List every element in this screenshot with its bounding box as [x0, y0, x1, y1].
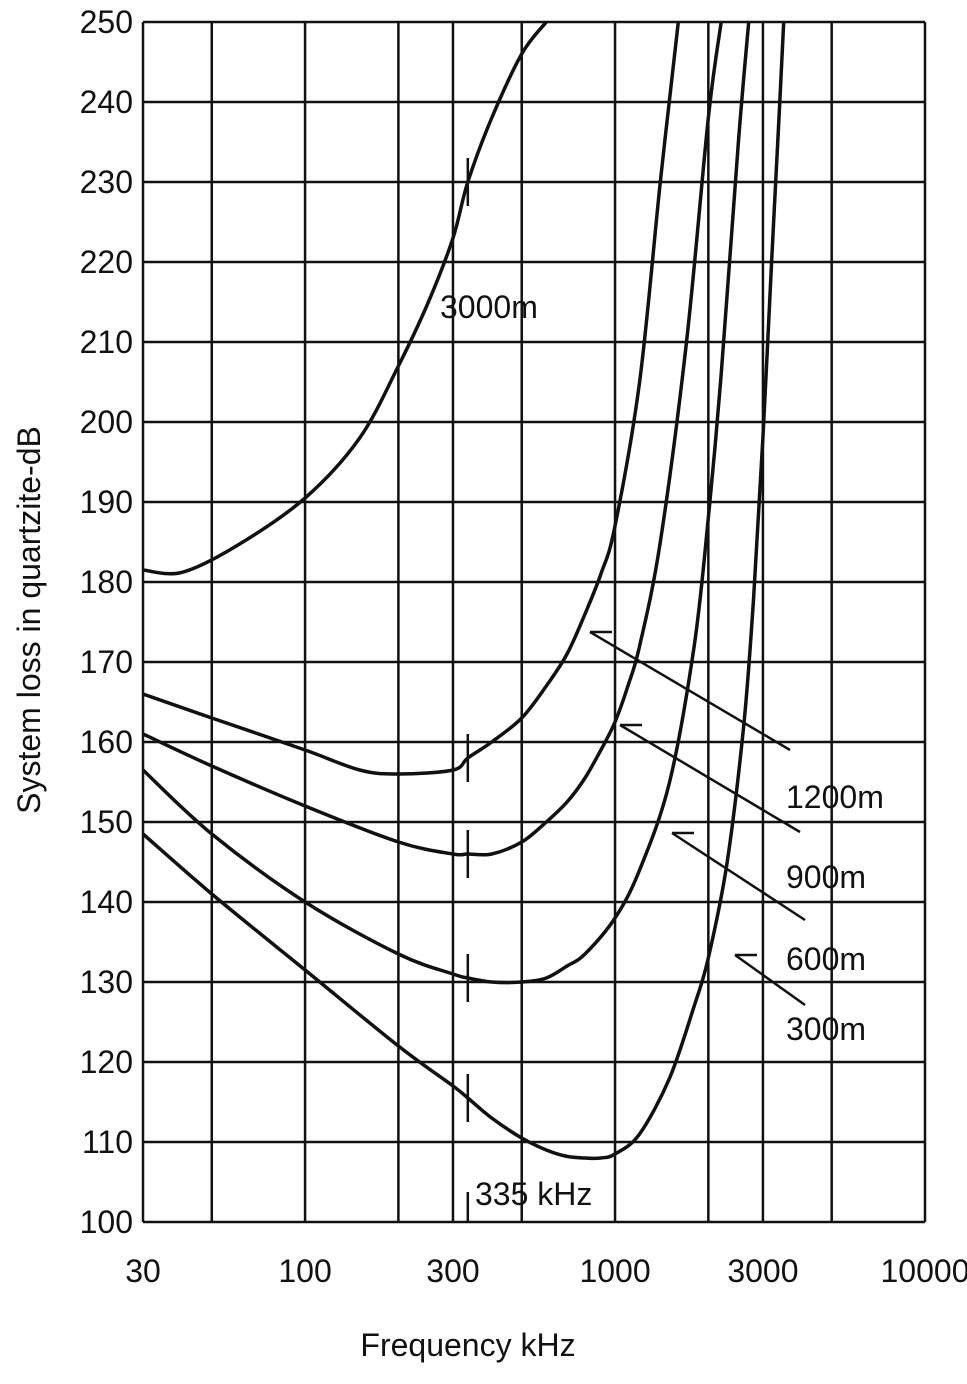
- y-tick-label: 180: [80, 564, 133, 600]
- y-tick-label: 160: [80, 724, 133, 760]
- marker-frequency-label: 335 kHz: [475, 1176, 592, 1212]
- y-tick-label: 100: [80, 1204, 133, 1240]
- x-tick-label: 100: [278, 1253, 331, 1289]
- y-tick-label: 170: [80, 644, 133, 680]
- y-tick-label: 110: [82, 1124, 133, 1160]
- series-leader-900m: [619, 723, 801, 834]
- y-tick-label: 220: [80, 244, 133, 280]
- y-tick-label: 230: [80, 164, 133, 200]
- x-axis-label: Frequency kHz: [360, 1327, 575, 1363]
- series-label-600m: 600m: [786, 941, 866, 977]
- series-label-900m: 900m: [786, 859, 866, 895]
- series-label-1200m: 1200m: [786, 779, 884, 815]
- series-line-600m: [143, 21, 751, 985]
- y-tick-label: 150: [80, 804, 133, 840]
- grid-layer: [141, 20, 927, 1224]
- x-tick-label: 3000: [727, 1253, 798, 1289]
- x-tick-label: 10000: [881, 1253, 967, 1289]
- curve-layer: [143, 20, 786, 1161]
- series-leader-1200m: [589, 630, 791, 752]
- x-tick-label: 1000: [579, 1253, 650, 1289]
- x-tick-label: 30: [125, 1253, 161, 1289]
- series-line-300m: [143, 21, 786, 1161]
- series-label-300m: 300m: [786, 1011, 866, 1047]
- y-tick-label: 250: [80, 4, 133, 40]
- y-tick-label: 140: [80, 884, 133, 920]
- y-tick-label: 190: [80, 484, 133, 520]
- y-tick-label: 130: [80, 964, 133, 1000]
- series-line-900m: [143, 21, 723, 857]
- y-tick-label: 200: [80, 404, 133, 440]
- y-axis-label: System loss in quartzite-dB: [11, 426, 47, 814]
- series-line-3000m: [143, 20, 548, 576]
- series-leader-600m: [671, 831, 806, 922]
- series-leader-300m: [734, 953, 806, 1007]
- y-tick-label: 210: [80, 324, 133, 360]
- y-tick-label: 120: [80, 1044, 133, 1080]
- annotation-layer: 3000m 1200m 900m 600m 300m: [440, 158, 884, 1222]
- series-label-3000m: 3000m: [440, 289, 538, 325]
- y-tick-label: 240: [80, 84, 133, 120]
- x-tick-label: 300: [426, 1253, 479, 1289]
- series-line-1200m: [143, 21, 681, 776]
- tick-layer: 100 110 120 130 140 150 160 170 180 190 200 210 220 2…: [80, 4, 967, 1289]
